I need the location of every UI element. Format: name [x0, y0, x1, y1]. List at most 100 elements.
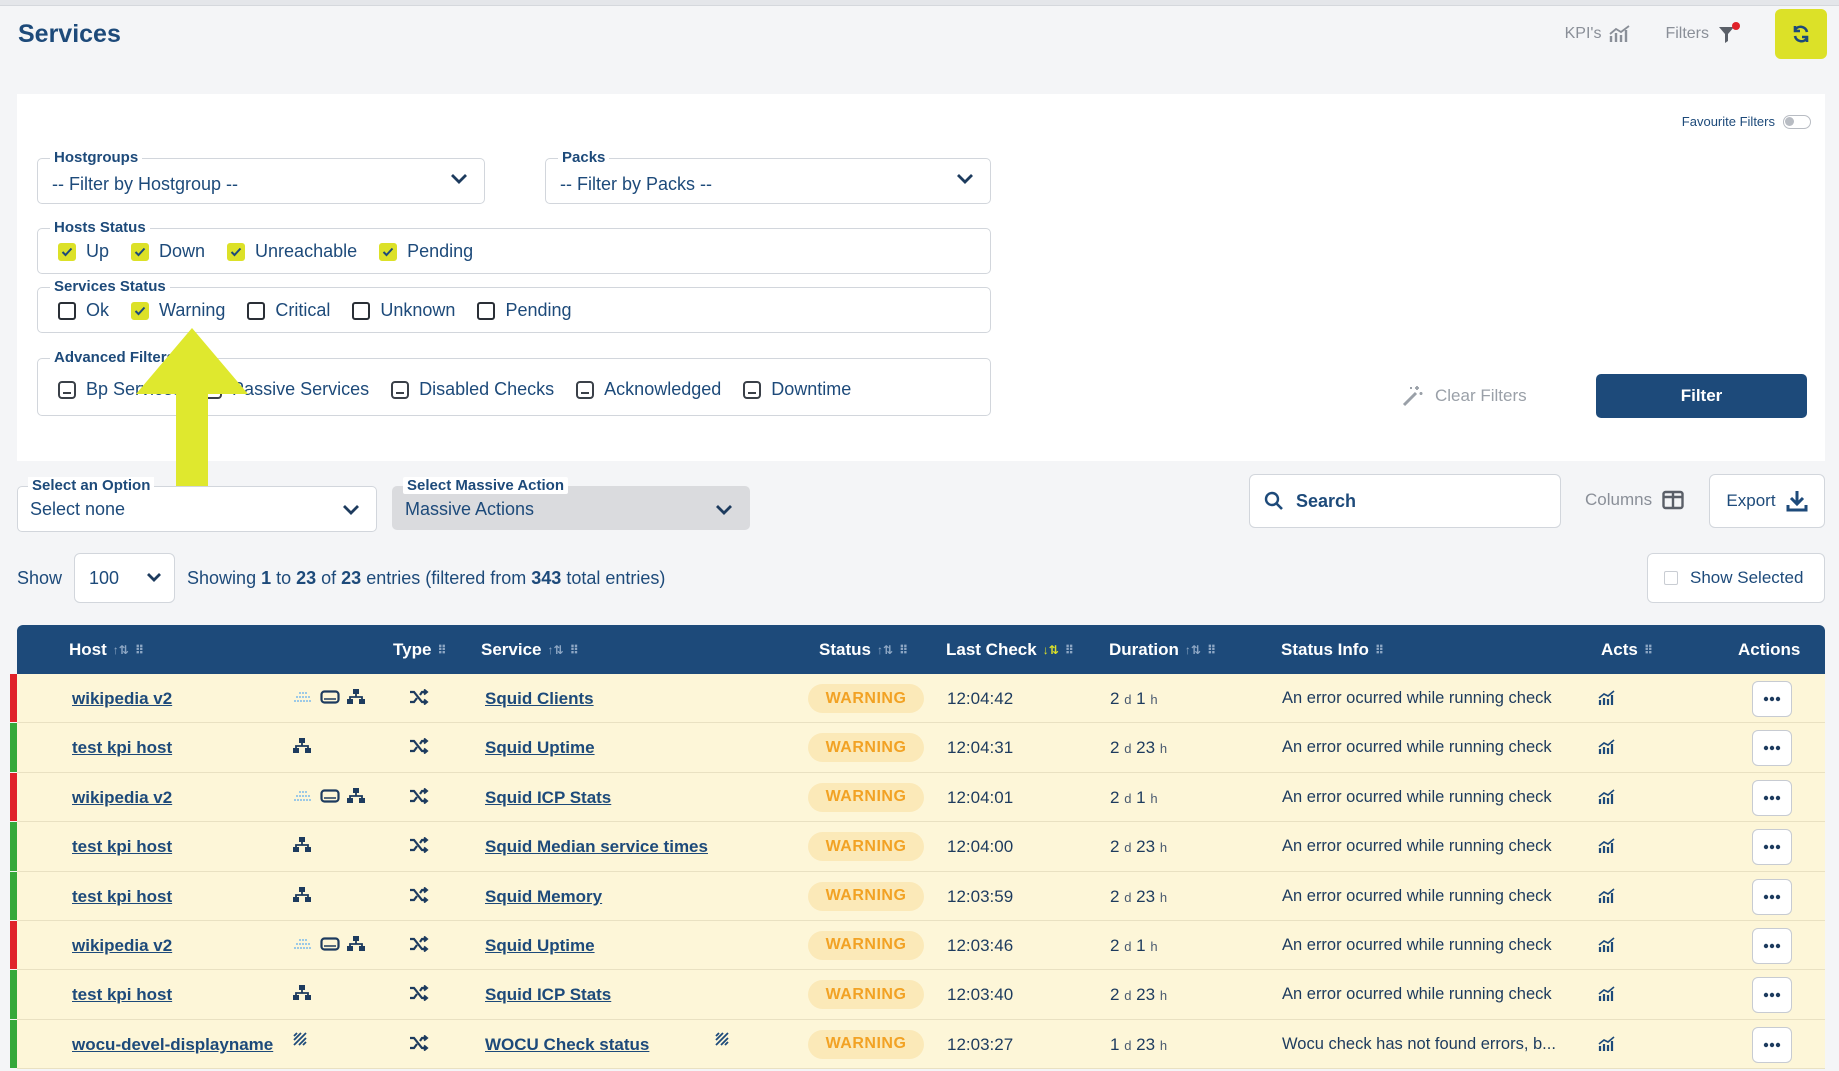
table-row[interactable]: test kpi host Squid Uptime WARNING 12:04:31…: [10, 723, 1825, 773]
acts-cell[interactable]: [1598, 789, 1616, 805]
packs-select[interactable]: Packs -- Filter by Packs --: [545, 149, 991, 204]
acts-cell[interactable]: [1598, 739, 1616, 755]
header-service[interactable]: Service ↑⇅ ⠿: [481, 640, 579, 660]
checkbox-box[interactable]: [576, 380, 595, 399]
row-actions-button[interactable]: [1752, 681, 1792, 717]
table-row[interactable]: wocu-devel-displayname WOCU Check status W…: [10, 1019, 1825, 1070]
service-link[interactable]: Squid Memory: [485, 886, 603, 906]
drag-handle-icon[interactable]: ⠿: [1064, 643, 1074, 657]
header-status-info[interactable]: Status Info ⠿: [1281, 640, 1384, 660]
checkbox-box[interactable]: [227, 242, 246, 261]
columns-button[interactable]: Columns: [1585, 490, 1684, 510]
header-last-check[interactable]: Last Check ↓⇅ ⠿: [946, 640, 1074, 660]
export-button[interactable]: Export: [1709, 474, 1825, 528]
table-row[interactable]: test kpi host Squid Median service times W…: [10, 822, 1825, 872]
filters-button[interactable]: Filters: [1665, 22, 1741, 46]
checkbox-unknown[interactable]: Unknown: [352, 300, 455, 321]
host-link[interactable]: wocu-devel-displayname: [72, 1034, 274, 1054]
search-input[interactable]: [1296, 490, 1536, 512]
select-option-dropdown[interactable]: Select an Option Select none: [17, 477, 377, 532]
service-link[interactable]: Squid Uptime: [485, 935, 595, 955]
host-link[interactable]: test kpi host: [72, 886, 173, 906]
acts-cell[interactable]: [1598, 690, 1616, 706]
host-link[interactable]: wikipedia v2: [72, 689, 173, 708]
drag-handle-icon[interactable]: ⠿: [1643, 643, 1653, 657]
service-link[interactable]: Squid ICP Stats: [485, 985, 612, 1005]
table-row[interactable]: wikipedia v2 Squid ICP Stats WARNING 12:04:…: [10, 772, 1825, 823]
favourite-filters-toggle[interactable]: [1783, 114, 1811, 129]
drag-handle-icon[interactable]: ⠿: [1206, 643, 1216, 657]
host-link[interactable]: test kpi host: [72, 738, 173, 758]
checkbox-box[interactable]: [477, 301, 496, 320]
kpi-chart-icon[interactable]: [1598, 986, 1616, 1002]
drag-handle-icon[interactable]: ⠿: [437, 643, 446, 657]
checkbox-warning[interactable]: Warning: [131, 300, 225, 321]
header-type[interactable]: Type ⠿: [393, 640, 447, 660]
checkbox-box[interactable]: [131, 301, 150, 320]
acts-cell[interactable]: [1598, 937, 1616, 953]
refresh-button[interactable]: [1775, 9, 1827, 59]
host-link[interactable]: test kpi host: [72, 985, 173, 1005]
checkbox-disabled-checks[interactable]: Disabled Checks: [391, 379, 554, 400]
table-row[interactable]: test kpi host Squid Memory WARNING 12:03:59…: [10, 871, 1825, 921]
drag-handle-icon[interactable]: ⠿: [1374, 643, 1384, 657]
drag-handle-icon[interactable]: ⠿: [569, 643, 579, 657]
header-duration[interactable]: Duration ↑⇅ ⠿: [1109, 640, 1216, 660]
header-acts[interactable]: Acts ⠿: [1601, 640, 1653, 660]
show-selected-checkbox[interactable]: [1664, 571, 1678, 585]
checkbox-down[interactable]: Down: [131, 241, 205, 262]
checkbox-up[interactable]: Up: [58, 241, 109, 262]
row-actions-button[interactable]: [1752, 878, 1792, 915]
table-row[interactable]: wikipedia v2 Squid Clients WARNING 12:04:42…: [10, 674, 1825, 724]
checkbox-box[interactable]: [379, 242, 398, 261]
checkbox-box[interactable]: [743, 380, 762, 399]
show-selected-button[interactable]: Show Selected: [1647, 553, 1825, 603]
checkbox-box[interactable]: [247, 301, 266, 320]
header-status[interactable]: Status ↑⇅ ⠿: [819, 640, 908, 660]
checkbox-box[interactable]: [131, 242, 150, 261]
kpi-chart-icon[interactable]: [1598, 1036, 1616, 1052]
page-size-select[interactable]: 100: [74, 553, 176, 603]
service-link[interactable]: Squid Clients: [485, 689, 594, 708]
table-row[interactable]: wikipedia v2 Squid Uptime WARNING 12:03:46 2…: [10, 920, 1825, 971]
service-link[interactable]: Squid Median service times: [485, 837, 708, 857]
massive-action-dropdown[interactable]: Select Massive Action Massive Actions: [392, 477, 750, 530]
host-link[interactable]: wikipedia v2: [72, 787, 173, 807]
hostgroups-select[interactable]: Hostgroups -- Filter by Hostgroup --: [37, 149, 485, 204]
checkbox-box[interactable]: [391, 380, 410, 399]
kpi-chart-icon[interactable]: [1598, 887, 1616, 904]
drag-handle-icon[interactable]: ⠿: [134, 643, 144, 657]
acts-cell[interactable]: [1598, 838, 1616, 854]
checkbox-ok[interactable]: Ok: [58, 300, 109, 321]
service-link[interactable]: Squid Uptime: [485, 738, 595, 758]
row-actions-button[interactable]: [1752, 730, 1792, 767]
kpi-chart-icon[interactable]: [1598, 838, 1616, 854]
checkbox-pending[interactable]: Pending: [477, 300, 572, 321]
kpi-chart-icon[interactable]: [1598, 690, 1616, 706]
kpi-chart-icon[interactable]: [1598, 739, 1616, 755]
host-link[interactable]: test kpi host: [72, 837, 173, 857]
header-host[interactable]: Host ↑⇅ ⠿: [69, 640, 144, 660]
row-actions-button[interactable]: [1752, 779, 1792, 816]
checkbox-box[interactable]: [58, 301, 76, 320]
kpi-chart-icon[interactable]: [1598, 937, 1616, 953]
checkbox-downtime[interactable]: Downtime: [743, 379, 851, 400]
checkbox-acknowledged[interactable]: Acknowledged: [576, 379, 721, 400]
kpis-button[interactable]: KPI's: [1565, 24, 1632, 44]
checkbox-critical[interactable]: Critical: [247, 300, 330, 321]
checkbox-pending[interactable]: Pending: [379, 241, 473, 262]
checkbox-box[interactable]: [58, 242, 76, 261]
row-actions-button[interactable]: [1752, 829, 1792, 866]
host-link[interactable]: wikipedia v2: [72, 935, 173, 955]
row-actions-button[interactable]: [1752, 1026, 1792, 1063]
table-row[interactable]: test kpi host Squid ICP Stats WARNING 12:03…: [10, 970, 1825, 1020]
checkbox-box[interactable]: [352, 301, 371, 320]
service-link[interactable]: WOCU Check status: [485, 1034, 650, 1054]
service-link[interactable]: Squid ICP Stats: [485, 787, 612, 807]
drag-handle-icon[interactable]: ⠿: [899, 643, 908, 657]
acts-cell[interactable]: [1598, 887, 1616, 904]
clear-filters-button[interactable]: Clear Filters: [1401, 384, 1527, 408]
acts-cell[interactable]: [1598, 986, 1616, 1002]
checkbox-unreachable[interactable]: Unreachable: [227, 241, 357, 262]
filter-button[interactable]: Filter: [1596, 374, 1807, 418]
